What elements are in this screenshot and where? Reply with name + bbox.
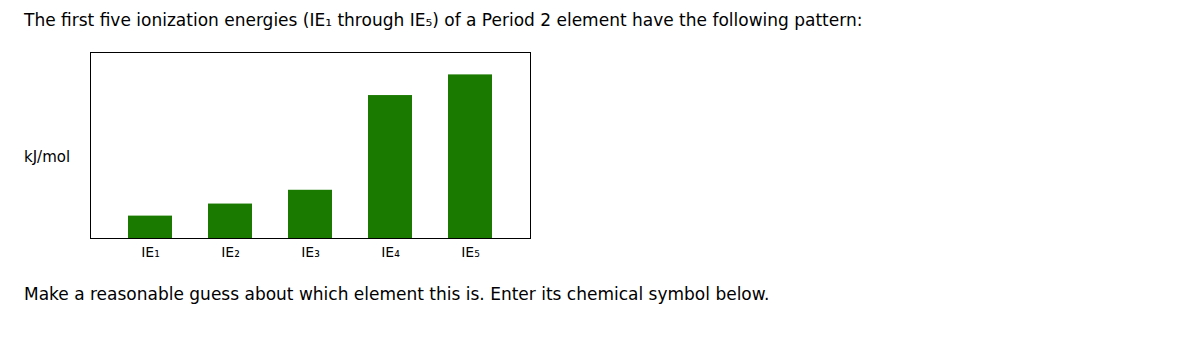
svg-text:IE₂: IE₂	[221, 244, 240, 260]
svg-text:IE₄: IE₄	[381, 244, 400, 260]
html-text:The first five ionization ener: The first five ionization energies (IE₁ …	[24, 10, 863, 30]
html-text:kJ/mol: kJ/mol	[24, 148, 71, 166]
svg-text:IE₁: IE₁	[141, 244, 160, 260]
svg-text:IE₃: IE₃	[301, 244, 320, 260]
svg-text:IE₅: IE₅	[461, 244, 480, 260]
html-text:Make a reasonable guess about: Make a reasonable guess about which elem…	[24, 284, 770, 304]
